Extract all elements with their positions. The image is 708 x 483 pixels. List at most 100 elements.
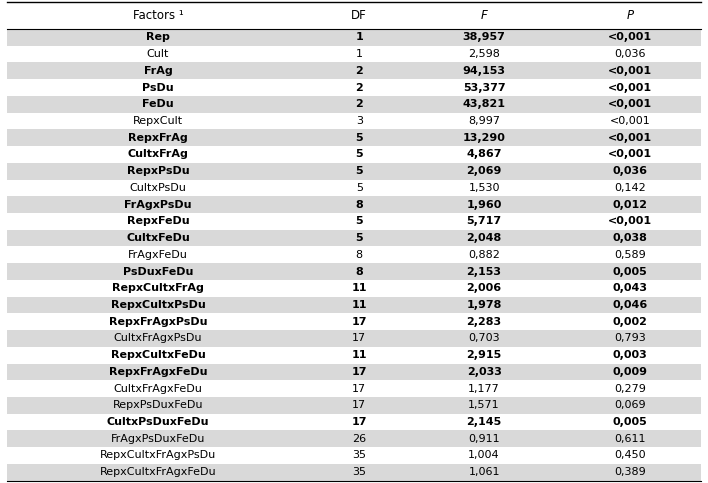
Text: CultxFrAg: CultxFrAg (127, 149, 188, 159)
Text: 1,571: 1,571 (468, 400, 500, 411)
Text: 0,012: 0,012 (612, 199, 647, 210)
Text: 38,957: 38,957 (462, 32, 506, 43)
Text: 5: 5 (355, 133, 363, 142)
Text: 0,046: 0,046 (612, 300, 647, 310)
Text: 0,043: 0,043 (612, 283, 647, 293)
Text: 2: 2 (355, 99, 363, 109)
Text: 2,153: 2,153 (467, 267, 501, 276)
Text: RepxPsDu: RepxPsDu (127, 166, 189, 176)
Bar (7, 163, 701, 180)
Text: 5,717: 5,717 (467, 216, 502, 227)
Text: 53,377: 53,377 (463, 83, 506, 93)
Text: CultxFeDu: CultxFeDu (126, 233, 190, 243)
Text: 2,915: 2,915 (467, 350, 502, 360)
Text: RepxFrAg: RepxFrAg (128, 133, 188, 142)
Text: 17: 17 (351, 317, 367, 327)
Text: 26: 26 (352, 434, 366, 444)
Text: 11: 11 (351, 300, 367, 310)
Text: RepxCultxFrAg: RepxCultxFrAg (112, 283, 204, 293)
Text: FrAgxPsDu: FrAgxPsDu (124, 199, 192, 210)
Text: 0,911: 0,911 (468, 434, 500, 444)
Bar (7, 397, 701, 413)
Text: P: P (627, 9, 634, 22)
Text: 11: 11 (351, 350, 367, 360)
Text: 0,882: 0,882 (468, 250, 500, 260)
Bar (7, 129, 701, 146)
Text: 17: 17 (352, 333, 366, 343)
Text: 2: 2 (355, 83, 363, 93)
Text: CultxFrAgxFeDu: CultxFrAgxFeDu (113, 384, 202, 394)
Bar (7, 79, 701, 96)
Bar (7, 246, 701, 263)
Text: FrAgxPsDuxFeDu: FrAgxPsDuxFeDu (111, 434, 205, 444)
Bar (7, 413, 701, 430)
Bar (7, 297, 701, 313)
Text: RepxPsDuxFeDu: RepxPsDuxFeDu (113, 400, 203, 411)
Text: 5: 5 (355, 183, 362, 193)
Text: 8,997: 8,997 (468, 116, 500, 126)
Text: 0,003: 0,003 (612, 350, 647, 360)
Bar (7, 313, 701, 330)
Text: 43,821: 43,821 (462, 99, 506, 109)
Bar (7, 330, 701, 347)
Text: 17: 17 (352, 384, 366, 394)
Text: 0,279: 0,279 (614, 384, 646, 394)
Text: 0,036: 0,036 (612, 166, 647, 176)
Text: 0,005: 0,005 (612, 267, 647, 276)
Text: <0,001: <0,001 (607, 216, 652, 227)
Text: PsDuxFeDu: PsDuxFeDu (122, 267, 193, 276)
Text: RepxCultxFrAgxFeDu: RepxCultxFrAgxFeDu (100, 467, 217, 477)
Bar (7, 113, 701, 129)
Text: 17: 17 (351, 367, 367, 377)
Text: 1,960: 1,960 (467, 199, 502, 210)
Text: <0,001: <0,001 (607, 99, 652, 109)
Text: 2,048: 2,048 (467, 233, 502, 243)
Text: 0,009: 0,009 (612, 367, 647, 377)
Text: 11: 11 (351, 283, 367, 293)
Text: 1: 1 (355, 32, 363, 43)
Text: 0,142: 0,142 (614, 183, 646, 193)
Text: 2,283: 2,283 (467, 317, 502, 327)
Text: 5: 5 (355, 149, 363, 159)
Text: DF: DF (351, 9, 367, 22)
Text: 0,036: 0,036 (614, 49, 646, 59)
Bar (7, 180, 701, 196)
Text: 0,038: 0,038 (612, 233, 647, 243)
Bar (7, 447, 701, 464)
Text: <0,001: <0,001 (607, 66, 652, 76)
Text: 3: 3 (355, 116, 362, 126)
Text: FrAg: FrAg (144, 66, 172, 76)
Text: 0,389: 0,389 (614, 467, 646, 477)
Text: 94,153: 94,153 (462, 66, 506, 76)
Text: 1,004: 1,004 (468, 451, 500, 460)
Text: RepxFeDu: RepxFeDu (127, 216, 189, 227)
Text: RepxCultxFrAgxPsDu: RepxCultxFrAgxPsDu (100, 451, 216, 460)
Text: 1,061: 1,061 (469, 467, 500, 477)
Text: 17: 17 (352, 400, 366, 411)
Text: <0,001: <0,001 (607, 133, 652, 142)
Text: <0,001: <0,001 (610, 116, 650, 126)
Bar (7, 96, 701, 113)
Text: 0,703: 0,703 (468, 333, 500, 343)
Text: RepxCult: RepxCult (133, 116, 183, 126)
Bar (7, 347, 701, 364)
Text: 5: 5 (355, 166, 363, 176)
Text: 1,177: 1,177 (468, 384, 500, 394)
Text: 0,450: 0,450 (614, 451, 646, 460)
Bar (7, 46, 701, 62)
Text: FrAgxFeDu: FrAgxFeDu (128, 250, 188, 260)
Text: 0,069: 0,069 (614, 400, 646, 411)
Text: RepxFrAgxPsDu: RepxFrAgxPsDu (109, 317, 207, 327)
Text: 17: 17 (351, 417, 367, 427)
Bar (7, 146, 701, 163)
Text: Rep: Rep (146, 32, 170, 43)
Text: 0,589: 0,589 (614, 250, 646, 260)
Text: 5: 5 (355, 216, 363, 227)
Text: PsDu: PsDu (142, 83, 173, 93)
Text: 2: 2 (355, 66, 363, 76)
Text: 8: 8 (355, 199, 363, 210)
Text: 0,002: 0,002 (612, 317, 647, 327)
Text: 1: 1 (355, 49, 362, 59)
Text: 2,069: 2,069 (467, 166, 502, 176)
Text: CultxFrAgxPsDu: CultxFrAgxPsDu (114, 333, 202, 343)
